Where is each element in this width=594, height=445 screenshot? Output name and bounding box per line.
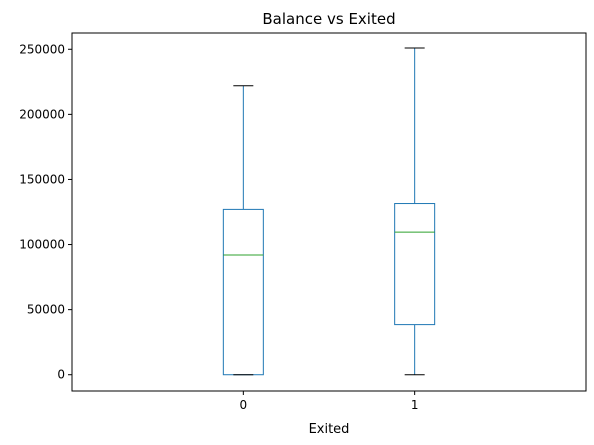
iqr-box	[222, 208, 264, 376]
y-axis: 0 50000 100000 150000 200000 250000	[19, 42, 72, 382]
plot-marks	[222, 47, 436, 376]
y-tick-label: 50000	[27, 303, 65, 317]
box-group-0	[222, 85, 264, 376]
box-group-1	[394, 47, 436, 376]
x-axis-title: Exited	[309, 422, 350, 437]
plot-frame	[71, 32, 587, 392]
chart-title: Balance vs Exited	[262, 10, 395, 28]
y-tick-label: 0	[57, 368, 65, 382]
y-tick-label: 250000	[19, 42, 65, 56]
y-tick-label: 150000	[19, 172, 65, 186]
x-tick-label: 0	[240, 398, 248, 412]
x-tick-label: 1	[411, 398, 419, 412]
y-tick-label: 200000	[19, 107, 65, 121]
y-tick-label: 100000	[19, 238, 65, 252]
iqr-box	[394, 203, 436, 326]
